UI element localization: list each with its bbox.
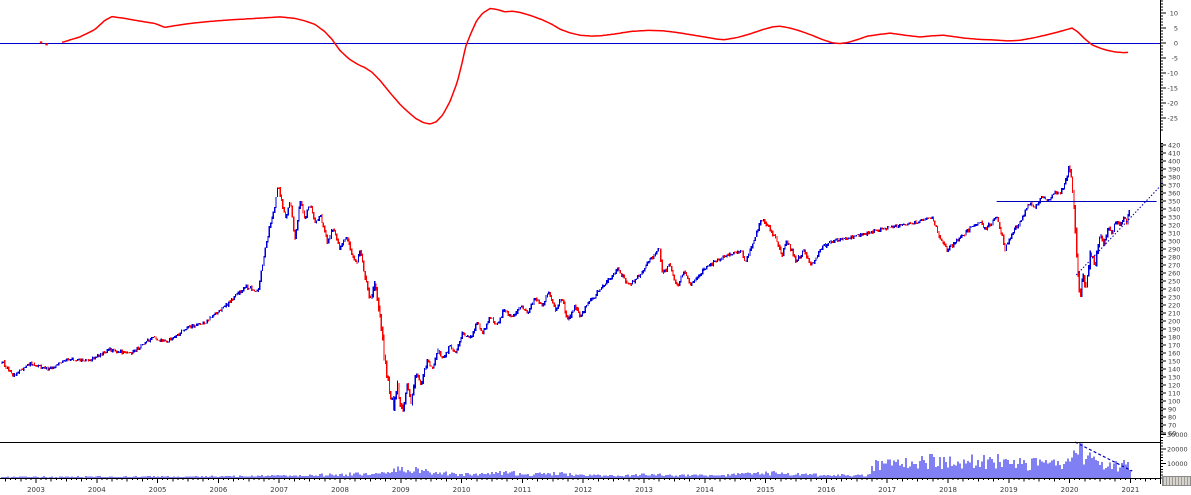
ascending-support-trendline[interactable] <box>1075 182 1164 276</box>
svg-text:100: 100 <box>1168 398 1180 406</box>
price-pane <box>1 165 1130 412</box>
svg-text:-25: -25 <box>1167 115 1178 123</box>
svg-text:20000: 20000 <box>1167 446 1188 454</box>
svg-text:420: 420 <box>1168 142 1180 150</box>
svg-text:2019: 2019 <box>1000 486 1018 494</box>
svg-text:200: 200 <box>1168 318 1180 326</box>
svg-text:120: 120 <box>1168 382 1180 390</box>
svg-text:2020: 2020 <box>1061 486 1079 494</box>
svg-text:370: 370 <box>1168 182 1180 190</box>
svg-text:5: 5 <box>1174 25 1178 33</box>
svg-text:10000: 10000 <box>1167 460 1188 468</box>
svg-text:-10: -10 <box>1167 70 1178 78</box>
svg-text:2006: 2006 <box>209 486 227 494</box>
svg-text:-5: -5 <box>1172 55 1178 63</box>
svg-text:160: 160 <box>1168 350 1180 358</box>
svg-text:150: 150 <box>1168 358 1180 366</box>
svg-text:0: 0 <box>1174 40 1178 48</box>
svg-text:80: 80 <box>1168 414 1176 422</box>
svg-text:-15: -15 <box>1167 85 1178 93</box>
svg-text:280: 280 <box>1168 254 1180 262</box>
axes-and-ticks: 1050-5-10-15-20-254204104003903803703603… <box>5 0 1188 494</box>
svg-text:2016: 2016 <box>817 486 835 494</box>
svg-text:210: 210 <box>1168 310 1180 318</box>
svg-text:300: 300 <box>1168 238 1180 246</box>
svg-text:2015: 2015 <box>757 486 775 494</box>
svg-text:220: 220 <box>1168 302 1180 310</box>
svg-text:360: 360 <box>1168 190 1180 198</box>
svg-text:2014: 2014 <box>696 486 714 494</box>
svg-text:270: 270 <box>1168 262 1180 270</box>
axis-corner-widget[interactable] <box>1162 476 1191 486</box>
svg-text:260: 260 <box>1168 270 1180 278</box>
svg-text:2012: 2012 <box>574 486 592 494</box>
svg-text:390: 390 <box>1168 166 1180 174</box>
svg-text:2013: 2013 <box>635 486 653 494</box>
svg-text:2008: 2008 <box>331 486 349 494</box>
svg-text:190: 190 <box>1168 326 1180 334</box>
chart-frame-lines <box>0 0 1161 484</box>
svg-text:140: 140 <box>1168 366 1180 374</box>
svg-text:2018: 2018 <box>939 486 957 494</box>
svg-text:110: 110 <box>1168 390 1180 398</box>
svg-text:290: 290 <box>1168 246 1180 254</box>
svg-text:10: 10 <box>1170 10 1178 18</box>
svg-text:330: 330 <box>1168 214 1180 222</box>
svg-text:250: 250 <box>1168 278 1180 286</box>
svg-text:230: 230 <box>1168 294 1180 302</box>
volume-pane <box>1 443 1131 478</box>
svg-text:2007: 2007 <box>270 486 288 494</box>
svg-text:2004: 2004 <box>88 486 106 494</box>
svg-text:310: 310 <box>1168 230 1180 238</box>
svg-text:2010: 2010 <box>453 486 471 494</box>
svg-text:2021: 2021 <box>1121 486 1139 494</box>
svg-text:-20: -20 <box>1167 100 1178 108</box>
svg-text:60: 60 <box>1168 430 1176 438</box>
svg-text:2003: 2003 <box>27 486 45 494</box>
svg-text:30000: 30000 <box>1167 431 1188 439</box>
svg-text:400: 400 <box>1168 158 1180 166</box>
svg-text:170: 170 <box>1168 342 1180 350</box>
indicator-pane <box>0 7 1160 125</box>
svg-text:240: 240 <box>1168 286 1180 294</box>
svg-text:2017: 2017 <box>878 486 896 494</box>
svg-text:350: 350 <box>1168 198 1180 206</box>
svg-text:340: 340 <box>1168 206 1180 214</box>
svg-text:320: 320 <box>1168 222 1180 230</box>
svg-text:180: 180 <box>1168 334 1180 342</box>
svg-text:2009: 2009 <box>392 486 410 494</box>
svg-text:90: 90 <box>1168 406 1176 414</box>
svg-text:130: 130 <box>1168 374 1180 382</box>
svg-text:2011: 2011 <box>513 486 531 494</box>
volume-downtrend-line[interactable] <box>1074 441 1133 472</box>
svg-text:410: 410 <box>1168 150 1180 158</box>
trendline-overlays[interactable] <box>996 182 1164 472</box>
svg-text:380: 380 <box>1168 174 1180 182</box>
svg-text:70: 70 <box>1168 422 1176 430</box>
svg-text:2005: 2005 <box>149 486 167 494</box>
